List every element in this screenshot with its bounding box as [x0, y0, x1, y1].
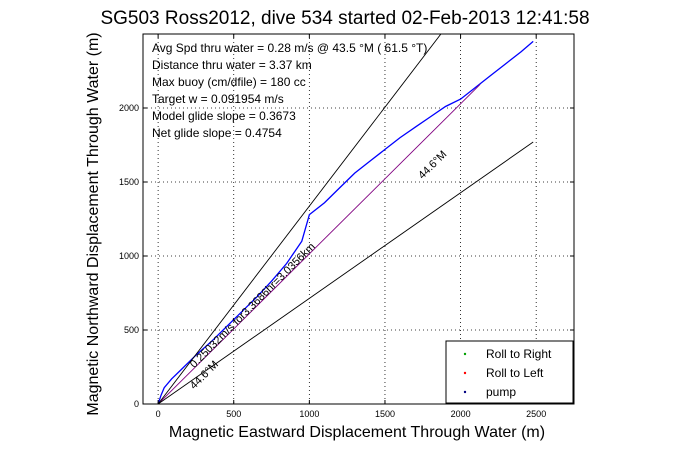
y-tick-label: 500 — [124, 325, 139, 335]
chart-title: SG503 Ross2012, dive 534 started 02-Feb-… — [100, 8, 589, 29]
plot-frame — [142, 33, 575, 405]
series-layer — [157, 34, 534, 404]
info-line: Avg Spd thru water = 0.28 m/s @ 43.5 °M … — [152, 41, 427, 55]
series-line-0 — [157, 40, 534, 404]
x-tick-label: 2500 — [526, 409, 546, 419]
legend-label: Roll to Right — [486, 347, 552, 361]
info-line: Model glide slope = 0.3673 — [152, 109, 296, 123]
legend-marker — [463, 390, 467, 394]
series-line-3 — [157, 141, 534, 404]
y-tick-label: 2000 — [119, 103, 139, 113]
y-tick-label: 1500 — [119, 177, 139, 187]
legend: Roll to Right Roll to Left pump — [445, 340, 574, 404]
y-tick-label: 0 — [134, 399, 139, 409]
x-tick-label: 1500 — [375, 409, 395, 419]
annotation-label: 44.6°M — [416, 148, 449, 181]
x-tick-label: 500 — [226, 409, 241, 419]
x-tick-label: 0 — [156, 409, 161, 419]
info-line: Distance thru water = 3.37 km — [152, 58, 312, 72]
info-line: Target w = 0.091954 m/s — [152, 92, 284, 106]
tick-layer: 0 500 1000 1500 2000 2500 0 500 1000 1500 2000 — [119, 34, 574, 419]
legend-marker — [463, 352, 467, 356]
x-tick-label: 2000 — [451, 409, 471, 419]
x-axis-label: Magnetic Eastward Displacement Through W… — [169, 424, 545, 441]
legend-box — [445, 340, 574, 404]
legend-marker — [463, 371, 467, 375]
series-line-1 — [157, 83, 481, 404]
info-line: Net glide slope = 0.4754 — [152, 126, 282, 140]
x-tick-label: 1000 — [299, 409, 319, 419]
legend-label: Roll to Left — [486, 366, 544, 380]
y-axis-label: Magnetic Northward Displacement Through … — [85, 32, 102, 415]
info-line: Max buoy (cm/dfile) = 180 cc — [152, 75, 306, 89]
y-tick-label: 1000 — [119, 251, 139, 261]
info-box: Avg Spd thru water = 0.28 m/s @ 43.5 °M … — [152, 41, 427, 140]
legend-label: pump — [486, 385, 516, 399]
series-line-2 — [157, 34, 442, 404]
